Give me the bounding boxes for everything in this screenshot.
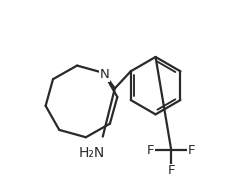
Text: F: F <box>147 144 155 157</box>
Text: H₂N: H₂N <box>78 146 105 160</box>
Text: F: F <box>168 164 175 177</box>
Text: N: N <box>100 68 110 81</box>
Text: F: F <box>188 144 196 157</box>
